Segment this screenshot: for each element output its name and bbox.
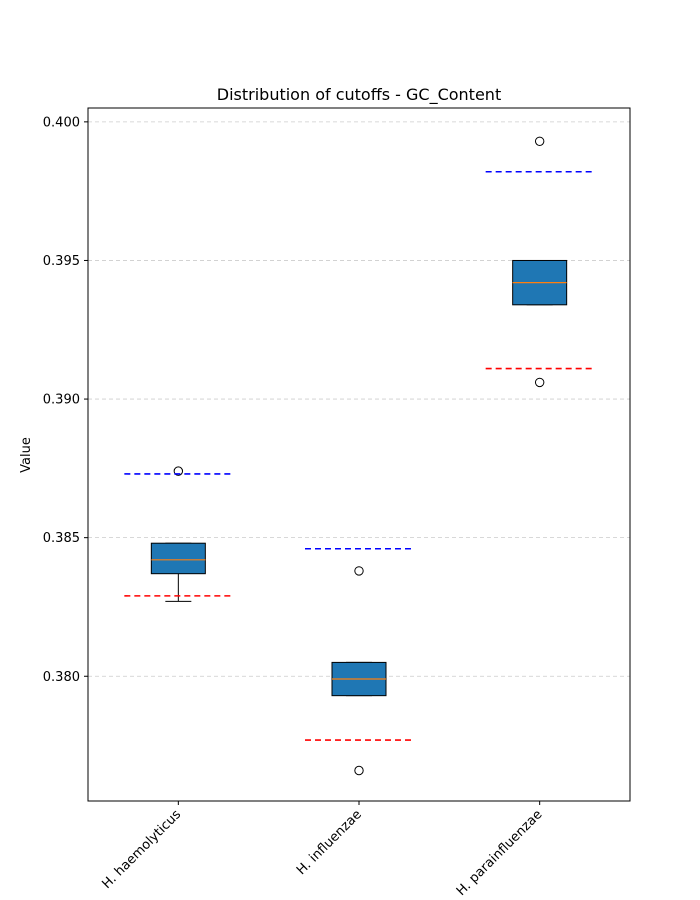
y-tick-label: 0.390 xyxy=(43,393,80,408)
x-tick-label: H. parainfluenzae xyxy=(454,807,546,899)
outlier-point xyxy=(534,377,545,388)
box xyxy=(150,542,206,575)
y-axis-label: Value xyxy=(19,437,34,473)
plot-frame xyxy=(87,107,631,802)
plot-marks xyxy=(124,136,594,776)
grid-lines xyxy=(88,121,630,677)
outlier-point xyxy=(354,765,364,776)
chart-title: Distribution of cutoffs - GC_Content xyxy=(217,85,501,105)
x-tick-label: H. haemolyticus xyxy=(99,807,184,892)
outlier-point xyxy=(173,466,184,476)
y-tick-label: 0.395 xyxy=(43,254,80,269)
x-tick-label: H. influenzae xyxy=(294,807,365,878)
y-tick-label: 0.385 xyxy=(43,531,80,546)
outlier-point xyxy=(354,566,364,576)
x-axis: H. haemolyticus H. influenzae H. parainflu… xyxy=(99,801,545,899)
y-tick-label: 0.400 xyxy=(43,115,80,130)
outlier-point xyxy=(534,136,545,146)
y-axis: 0.380 0.385 0.390 0.395 0.400 xyxy=(43,115,88,685)
y-tick-label: 0.380 xyxy=(43,670,80,685)
